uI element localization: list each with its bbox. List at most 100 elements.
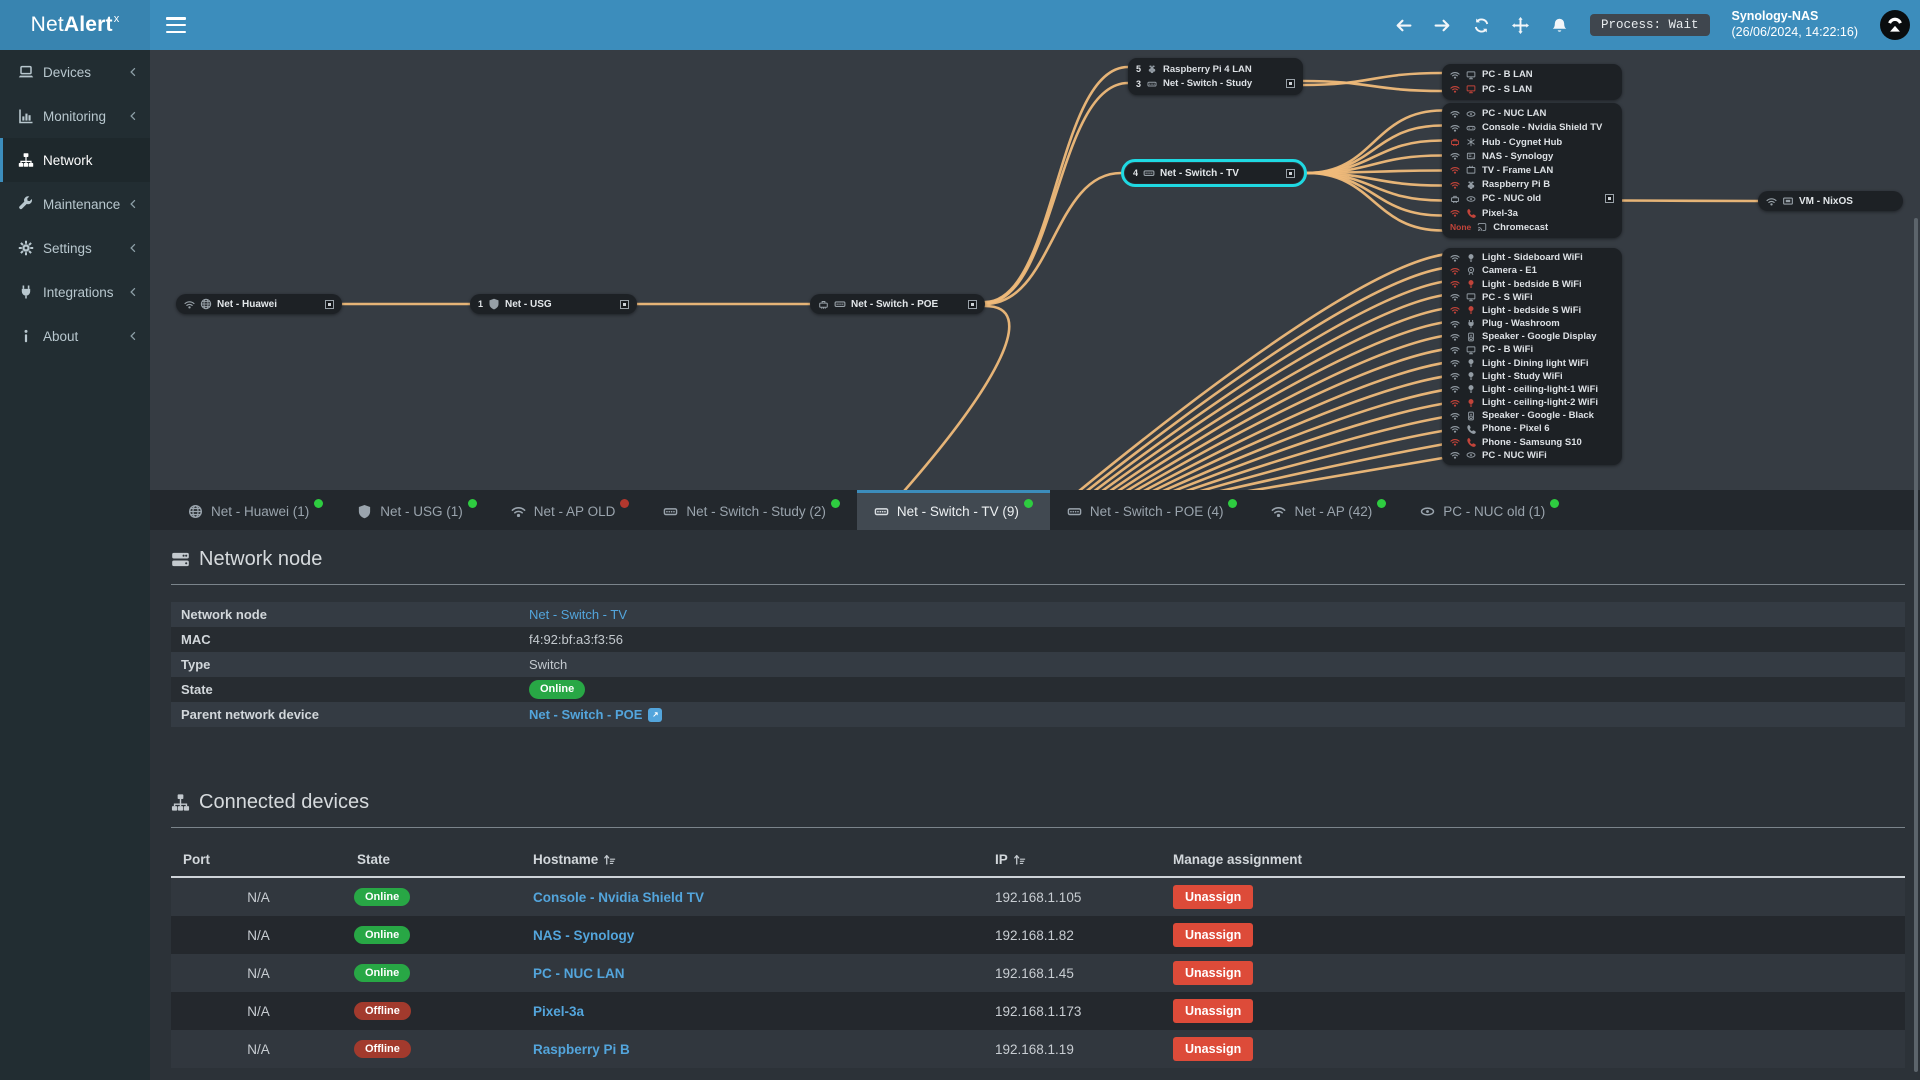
shield-icon bbox=[488, 298, 500, 310]
device-row-pc-b-lan[interactable]: PC - B LAN bbox=[1450, 69, 1614, 80]
node-connector bbox=[968, 299, 977, 309]
network-node-link[interactable]: Net - Switch - TV bbox=[529, 607, 628, 622]
parent-device-link[interactable]: Net - Switch - POE bbox=[529, 707, 643, 722]
nav-forward-icon[interactable] bbox=[1434, 17, 1451, 34]
device-row-hub-cygnet[interactable]: Hub - Cygnet Hub bbox=[1450, 137, 1614, 148]
node-tabs: Net - Huawei (1) Net - USG (1) Net - AP … bbox=[150, 490, 1920, 530]
wifi-icon bbox=[1450, 345, 1460, 355]
sidebar-item-network[interactable]: Network bbox=[0, 138, 150, 182]
device-row-raspberry-pi-b[interactable]: Raspberry Pi B bbox=[1450, 179, 1614, 190]
device-row-light-bedside-b[interactable]: Light - bedside B WiFi bbox=[1450, 279, 1614, 290]
state-badge-offline: Offline bbox=[354, 1040, 411, 1059]
device-row-phone-pixel6[interactable]: Phone - Pixel 6 bbox=[1450, 423, 1614, 434]
node-net-huawei[interactable]: Net - Huawei bbox=[176, 294, 342, 314]
refresh-icon[interactable] bbox=[1473, 17, 1490, 34]
device-row-light-sideboard[interactable]: Light - Sideboard WiFi bbox=[1450, 252, 1614, 263]
sidebar-item-monitoring[interactable]: Monitoring bbox=[0, 94, 150, 138]
device-row-pc-nuc-lan[interactable]: PC - NUC LAN bbox=[1450, 108, 1614, 119]
device-row-pixel-3a[interactable]: Pixel-3a bbox=[1450, 208, 1614, 219]
bulb-icon bbox=[1466, 279, 1476, 289]
tab-net-huawei[interactable]: Net - Huawei (1) bbox=[171, 490, 340, 530]
device-row-speaker-google-black[interactable]: Speaker - Google - Black bbox=[1450, 410, 1614, 421]
nav-back-icon[interactable] bbox=[1395, 17, 1412, 34]
unassign-button[interactable]: Unassign bbox=[1173, 1037, 1254, 1061]
col-header-ip[interactable]: IP bbox=[986, 852, 1161, 867]
pc-icon bbox=[1466, 109, 1476, 119]
node-net-switch-tv-selected[interactable]: 4 Net - Switch - TV bbox=[1121, 159, 1307, 187]
app-logo[interactable]: Net Alert x bbox=[0, 0, 150, 50]
user-avatar[interactable] bbox=[1880, 10, 1910, 40]
network-topology-canvas[interactable]: Net - Huawei 1 Net - USG Net - Switch - … bbox=[150, 50, 1920, 490]
tab-net-switch-poe[interactable]: Net - Switch - POE (4) bbox=[1050, 490, 1255, 530]
device-label: Raspberry Pi B bbox=[1482, 179, 1551, 191]
chevron-left-icon bbox=[128, 199, 138, 209]
tab-net-usg[interactable]: Net - USG (1) bbox=[340, 490, 494, 530]
status-dot-online bbox=[1377, 499, 1387, 508]
chevron-left-icon bbox=[128, 287, 138, 297]
ip-cell: 192.168.1.105 bbox=[995, 889, 1082, 905]
hostname-link[interactable]: PC - NUC LAN bbox=[533, 965, 625, 981]
tab-pc-nuc-old[interactable]: PC - NUC old (1) bbox=[1403, 490, 1576, 530]
chevron-left-icon bbox=[128, 111, 138, 121]
wifi-icon bbox=[1450, 332, 1460, 342]
sidebar-item-settings[interactable]: Settings bbox=[0, 226, 150, 270]
sidebar-item-integrations[interactable]: Integrations bbox=[0, 270, 150, 314]
device-row-light-bedside-s[interactable]: Light - bedside S WiFi bbox=[1450, 305, 1614, 316]
phone-icon bbox=[1466, 437, 1476, 447]
node-net-switch-study[interactable]: 3 Net - Switch - Study bbox=[1136, 78, 1295, 89]
unassign-button[interactable]: Unassign bbox=[1173, 885, 1254, 909]
device-row-pc-nuc-old[interactable]: PC - NUC old bbox=[1450, 193, 1614, 204]
tab-label: Net - USG (1) bbox=[380, 504, 463, 519]
hostname-link[interactable]: Raspberry Pi B bbox=[533, 1041, 630, 1057]
unassign-button[interactable]: Unassign bbox=[1173, 923, 1254, 947]
bulb-icon bbox=[1466, 358, 1476, 368]
device-row-phone-samsung-s10[interactable]: Phone - Samsung S10 bbox=[1450, 437, 1614, 448]
property-row-type: Type Switch bbox=[171, 652, 1905, 677]
tab-net-switch-study[interactable]: Net - Switch - Study (2) bbox=[646, 490, 857, 530]
chevron-left-icon bbox=[128, 331, 138, 341]
hostname-link[interactable]: Console - Nvidia Shield TV bbox=[533, 889, 705, 905]
topology-edges bbox=[340, 65, 1760, 490]
hamburger-menu-icon[interactable] bbox=[166, 17, 186, 33]
raspberry-icon bbox=[1147, 64, 1157, 74]
device-row-tv-frame-lan[interactable]: TV - Frame LAN bbox=[1450, 165, 1614, 176]
device-row-speaker-google-display[interactable]: Speaker - Google Display bbox=[1450, 331, 1614, 342]
state-badge-online: Online bbox=[354, 926, 411, 945]
tab-net-ap-old[interactable]: Net - AP OLD bbox=[494, 490, 647, 530]
device-row-pc-s-lan[interactable]: PC - S LAN bbox=[1450, 84, 1614, 95]
device-row-pc-s-wifi[interactable]: PC - S WiFi bbox=[1450, 292, 1614, 303]
pan-move-icon[interactable] bbox=[1512, 17, 1529, 34]
device-row-chromecast[interactable]: None Chromecast bbox=[1450, 222, 1614, 233]
bulb-icon bbox=[1466, 398, 1476, 408]
device-row-light-study[interactable]: Light - Study WiFi bbox=[1450, 371, 1614, 382]
external-link-icon[interactable] bbox=[648, 707, 663, 722]
device-row-camera-e1[interactable]: Camera - E1 bbox=[1450, 265, 1614, 276]
unassign-button[interactable]: Unassign bbox=[1173, 961, 1254, 985]
hostname-link[interactable]: Pixel-3a bbox=[533, 1003, 585, 1019]
col-header-hostname[interactable]: Hostname bbox=[524, 852, 986, 867]
device-row-light-ceiling-2[interactable]: Light - ceiling-light-2 WiFi bbox=[1450, 397, 1614, 408]
node-raspberry-pi4-lan[interactable]: 5 Raspberry Pi 4 LAN bbox=[1136, 64, 1295, 75]
sidebar-item-about[interactable]: About bbox=[0, 314, 150, 358]
notifications-bell-icon[interactable] bbox=[1551, 17, 1568, 34]
device-row-light-ceiling-1[interactable]: Light - ceiling-light-1 WiFi bbox=[1450, 384, 1614, 395]
device-row-pc-b-wifi[interactable]: PC - B WiFi bbox=[1450, 344, 1614, 355]
device-row-pc-nuc-wifi[interactable]: PC - NUC WiFi bbox=[1450, 450, 1614, 461]
vertical-scrollbar[interactable] bbox=[1914, 218, 1918, 1072]
device-row-console-nvidia[interactable]: Console - Nvidia Shield TV bbox=[1450, 122, 1614, 133]
tab-net-ap[interactable]: Net - AP (42) bbox=[1254, 490, 1403, 530]
device-label: Light - ceiling-light-1 WiFi bbox=[1482, 383, 1599, 395]
node-net-usg[interactable]: 1 Net - USG bbox=[470, 294, 637, 314]
ethernet-icon bbox=[818, 299, 829, 310]
hostname-link[interactable]: NAS - Synology bbox=[533, 927, 635, 943]
device-row-plug-washroom[interactable]: Plug - Washroom bbox=[1450, 318, 1614, 329]
device-row-light-dining[interactable]: Light - Dining light WiFi bbox=[1450, 358, 1614, 369]
node-net-switch-poe[interactable]: Net - Switch - POE bbox=[810, 294, 985, 314]
laptop-icon bbox=[18, 64, 34, 80]
unassign-button[interactable]: Unassign bbox=[1173, 999, 1254, 1023]
sidebar-item-maintenance[interactable]: Maintenance bbox=[0, 182, 150, 226]
node-vm-nixos[interactable]: VM - NixOS bbox=[1758, 191, 1903, 211]
tab-net-switch-tv-active[interactable]: Net - Switch - TV (9) bbox=[856, 490, 1050, 530]
sidebar-item-devices[interactable]: Devices bbox=[0, 50, 150, 94]
device-row-nas-synology[interactable]: NAS - Synology bbox=[1450, 151, 1614, 162]
